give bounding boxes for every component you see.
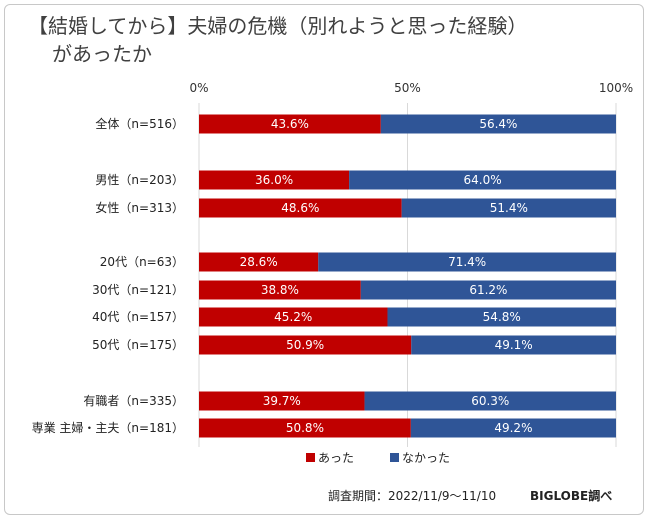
bar-segment [199, 335, 412, 355]
data-label: 56.4% [479, 117, 517, 131]
bar-segment [360, 280, 616, 300]
bar-segment [199, 252, 319, 272]
bar-segment [401, 198, 616, 218]
data-label: 51.4% [490, 201, 528, 215]
bar-segment [199, 307, 388, 327]
x-tick-label: 0% [189, 81, 208, 95]
bar-segment [199, 391, 365, 411]
data-label: 64.0% [463, 173, 501, 187]
data-label: 60.3% [471, 394, 509, 408]
data-label: 71.4% [448, 255, 486, 269]
chart-title-line1: 【結婚してから】夫婦の危機（別れようと思った経験） [28, 14, 528, 38]
bar-segment [199, 114, 381, 134]
bar-segment [411, 335, 616, 355]
data-label: 49.2% [494, 421, 532, 435]
data-label: 49.1% [495, 338, 533, 352]
category-label: 30代（n=121） [92, 283, 184, 297]
bar-segment [364, 391, 616, 411]
bar-segment [380, 114, 616, 134]
category-label: 20代（n=63） [100, 255, 184, 269]
data-label: 38.8% [261, 283, 299, 297]
category-label: 全体（n=516） [95, 116, 184, 131]
legend-swatch [390, 453, 399, 462]
bar-segment [199, 198, 402, 218]
x-tick-label: 100% [599, 81, 633, 95]
data-label: 50.9% [286, 338, 324, 352]
bar-segment [199, 418, 411, 438]
bar-segment [387, 307, 616, 327]
category-label: 専業 主婦・主夫（n=181） [32, 420, 184, 435]
legend-label: あった [318, 451, 354, 465]
data-label: 36.0% [255, 173, 293, 187]
bar-segment [318, 252, 616, 272]
survey-period: 調査期間：2022/11/9～11/10 [328, 489, 497, 503]
data-label: 50.8% [286, 421, 324, 435]
bar-segment [349, 170, 616, 190]
data-label: 39.7% [263, 394, 301, 408]
category-label: 40代（n=157） [92, 310, 184, 324]
bar-segment [199, 170, 350, 190]
data-label: 43.6% [271, 117, 309, 131]
x-tick-label: 50% [394, 81, 421, 95]
legend-label: なかった [402, 451, 450, 465]
data-label: 54.8% [483, 310, 521, 324]
data-label: 28.6% [240, 255, 278, 269]
chart-title: 【結婚してから】夫婦の危機（別れようと思った経験） があったか [28, 12, 527, 68]
category-label: 50代（n=175） [92, 338, 184, 352]
category-label: 男性（n=203） [95, 173, 184, 187]
bar-segment [199, 280, 361, 300]
data-label: 45.2% [274, 310, 312, 324]
legend-swatch [306, 453, 315, 462]
category-label: 女性（n=313） [95, 200, 184, 215]
bar-segment [410, 418, 616, 438]
category-label: 有職者（n=335） [83, 394, 184, 408]
data-label: 48.6% [281, 201, 319, 215]
chart-title-line2: があったか [52, 42, 152, 66]
source-credit: BIGLOBE調べ [530, 489, 613, 503]
data-label: 61.2% [469, 283, 507, 297]
